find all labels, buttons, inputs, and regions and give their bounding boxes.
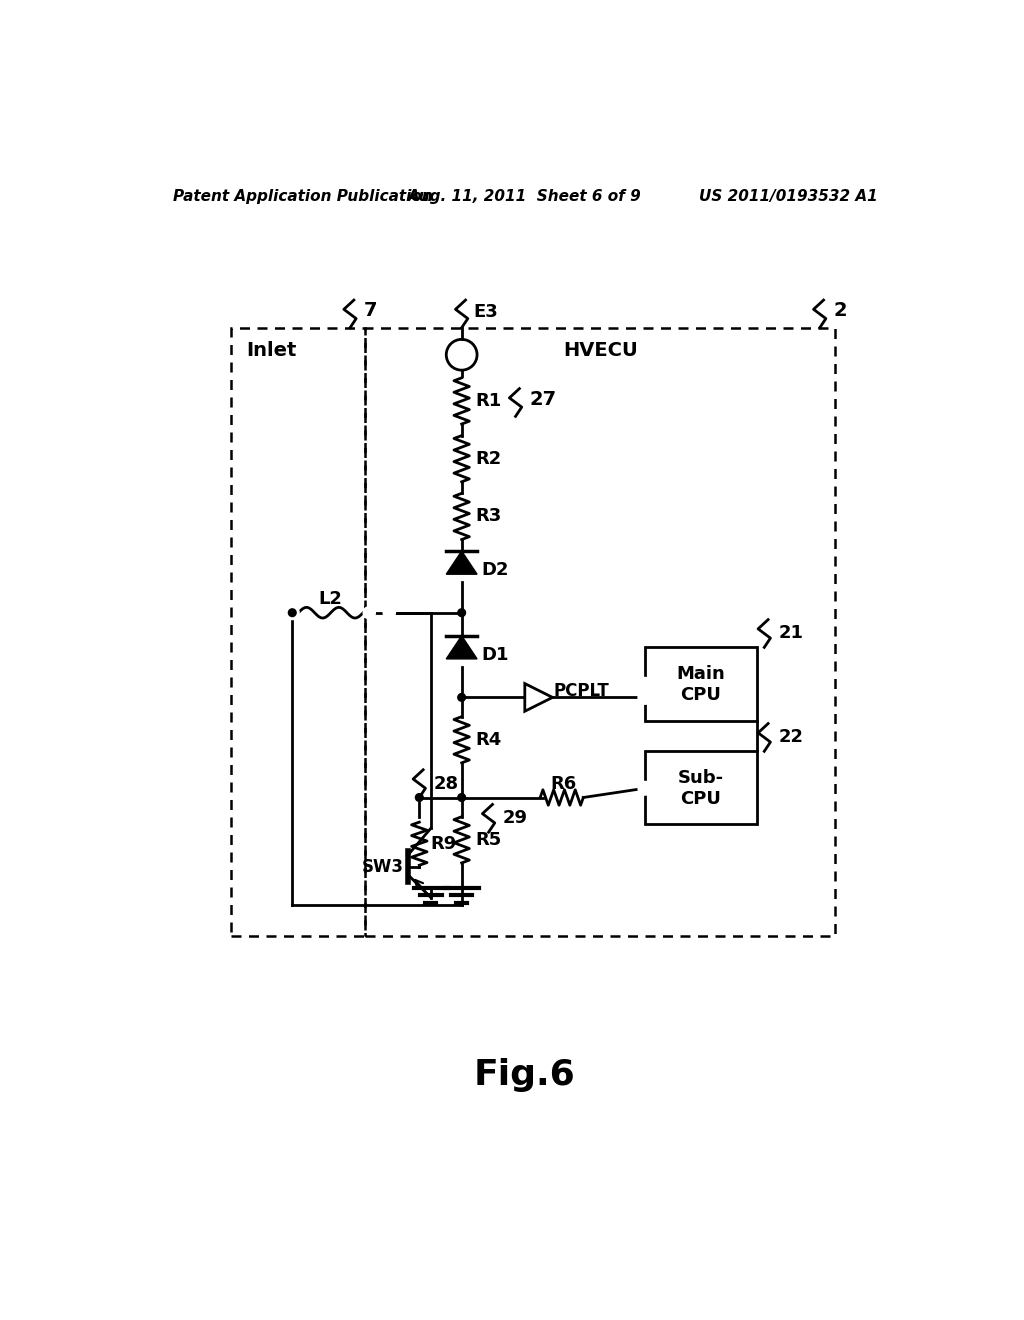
Text: Aug. 11, 2011  Sheet 6 of 9: Aug. 11, 2011 Sheet 6 of 9 <box>408 189 642 205</box>
Circle shape <box>458 693 466 701</box>
Circle shape <box>639 692 651 704</box>
Text: 2: 2 <box>834 301 847 321</box>
Text: Sub-
CPU: Sub- CPU <box>677 768 723 808</box>
Polygon shape <box>524 684 553 711</box>
Text: Main
CPU: Main CPU <box>676 665 725 704</box>
Circle shape <box>639 781 651 795</box>
Bar <box>645 647 757 721</box>
Circle shape <box>384 607 394 618</box>
Text: US 2011/0193532 A1: US 2011/0193532 A1 <box>698 189 878 205</box>
Text: D2: D2 <box>481 561 508 579</box>
Text: R4: R4 <box>475 731 502 748</box>
Circle shape <box>364 607 375 618</box>
Text: PCPLT: PCPLT <box>553 682 609 700</box>
Text: D1: D1 <box>481 645 508 664</box>
Text: Fig.6: Fig.6 <box>474 1057 575 1092</box>
Circle shape <box>289 609 296 616</box>
Polygon shape <box>446 636 477 659</box>
Text: Patent Application Publication: Patent Application Publication <box>173 189 433 205</box>
Text: 22: 22 <box>778 729 803 746</box>
Circle shape <box>458 793 466 801</box>
Text: 21: 21 <box>778 624 803 643</box>
Text: 7: 7 <box>364 301 378 321</box>
Bar <box>230 327 366 936</box>
Text: R1: R1 <box>475 392 502 411</box>
Text: 27: 27 <box>529 389 557 409</box>
Circle shape <box>639 678 651 690</box>
Text: 28: 28 <box>433 775 459 792</box>
Text: HVECU: HVECU <box>563 342 638 360</box>
Polygon shape <box>446 552 477 574</box>
Text: R5: R5 <box>475 830 502 849</box>
Bar <box>645 751 757 825</box>
Text: 29: 29 <box>503 809 527 828</box>
Text: R3: R3 <box>475 507 502 525</box>
Text: R9: R9 <box>431 834 457 853</box>
Text: E3: E3 <box>473 304 498 321</box>
Text: L2: L2 <box>318 590 343 607</box>
Circle shape <box>458 609 466 616</box>
Bar <box>366 327 836 936</box>
Text: R6: R6 <box>550 775 577 792</box>
Text: R2: R2 <box>475 450 502 467</box>
Circle shape <box>416 793 423 801</box>
Text: SW3: SW3 <box>361 858 403 875</box>
Text: Inlet: Inlet <box>246 342 296 360</box>
Circle shape <box>286 607 298 619</box>
